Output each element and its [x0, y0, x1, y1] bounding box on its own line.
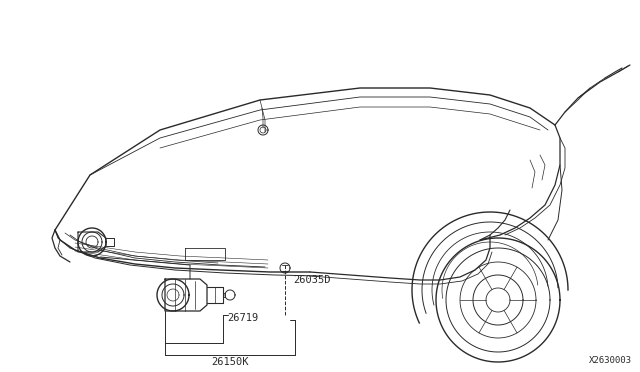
Text: 26719: 26719 — [227, 313, 259, 323]
Text: 26035D: 26035D — [293, 275, 330, 285]
Text: X2630003: X2630003 — [589, 356, 632, 365]
Text: 26150K: 26150K — [211, 357, 249, 367]
